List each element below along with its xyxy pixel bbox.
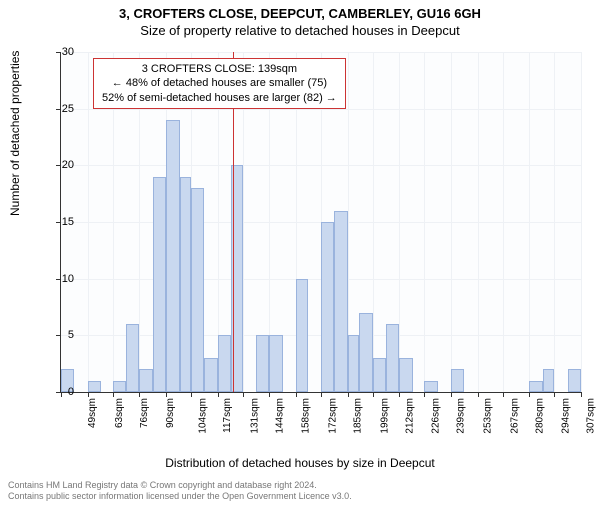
xtick-label: 131sqm <box>249 398 260 434</box>
histogram-bar <box>386 324 399 392</box>
xtick-mark <box>166 392 167 397</box>
annotation-box: 3 CROFTERS CLOSE: 139sqm← 48% of detache… <box>93 58 346 109</box>
xtick-mark <box>348 392 349 397</box>
histogram-bar <box>166 120 179 392</box>
ytick-label: 15 <box>46 216 74 228</box>
xtick-label: 307sqm <box>586 398 597 434</box>
xtick-mark <box>218 392 219 397</box>
footer-line1: Contains HM Land Registry data © Crown c… <box>8 480 352 491</box>
histogram-bar <box>88 381 101 392</box>
histogram-bar <box>334 211 347 392</box>
histogram-bar <box>269 335 282 392</box>
ytick-label: 0 <box>46 386 74 398</box>
xtick-mark <box>88 392 89 397</box>
xtick-label: 144sqm <box>274 398 285 434</box>
xtick-mark <box>503 392 504 397</box>
footer-line2: Contains public sector information licen… <box>8 491 352 502</box>
annotation-line2: ← 48% of detached houses are smaller (75… <box>102 76 337 90</box>
xtick-label: 267sqm <box>509 398 520 434</box>
xtick-mark <box>424 392 425 397</box>
xtick-mark <box>113 392 114 397</box>
annotation-line3: 52% of semi-detached houses are larger (… <box>102 91 337 105</box>
ytick-label: 25 <box>46 103 74 115</box>
xtick-label: 239sqm <box>456 398 467 434</box>
xtick-label: 212sqm <box>404 398 415 434</box>
xtick-label: 226sqm <box>431 398 442 434</box>
histogram-bar <box>191 188 204 392</box>
gridline-v <box>529 52 530 392</box>
gridline-v <box>424 52 425 392</box>
gridline-v <box>503 52 504 392</box>
xtick-mark <box>373 392 374 397</box>
y-axis-label: Number of detached properties <box>8 51 22 216</box>
xtick-mark <box>139 392 140 397</box>
ytick-label: 30 <box>46 46 74 58</box>
xtick-mark <box>451 392 452 397</box>
histogram-bar <box>256 335 269 392</box>
xtick-label: 49sqm <box>87 398 98 428</box>
histogram-bar <box>180 177 191 392</box>
xtick-label: 199sqm <box>379 398 390 434</box>
xtick-mark <box>529 392 530 397</box>
xtick-mark <box>269 392 270 397</box>
histogram-bar <box>568 369 581 392</box>
xtick-label: 280sqm <box>534 398 545 434</box>
xtick-mark <box>243 392 244 397</box>
histogram-bar <box>348 335 359 392</box>
x-axis-label: Distribution of detached houses by size … <box>0 456 600 470</box>
histogram-bar <box>451 369 464 392</box>
histogram-bar <box>373 358 386 392</box>
histogram-bar <box>321 222 334 392</box>
xtick-label: 185sqm <box>353 398 364 434</box>
xtick-mark <box>399 392 400 397</box>
histogram-bar <box>529 381 542 392</box>
xtick-label: 76sqm <box>139 398 150 428</box>
histogram-bar <box>218 335 231 392</box>
histogram-bar <box>153 177 166 392</box>
footer-attribution: Contains HM Land Registry data © Crown c… <box>8 480 352 502</box>
ytick-label: 10 <box>46 273 74 285</box>
chart-title-main: 3, CROFTERS CLOSE, DEEPCUT, CAMBERLEY, G… <box>0 6 600 21</box>
xtick-label: 172sqm <box>328 398 339 434</box>
histogram-bar <box>139 369 152 392</box>
histogram-bar <box>359 313 372 392</box>
histogram-bar <box>113 381 126 392</box>
xtick-mark <box>321 392 322 397</box>
xtick-label: 90sqm <box>165 398 176 428</box>
histogram-bar <box>399 358 412 392</box>
xtick-label: 253sqm <box>483 398 494 434</box>
ytick-label: 5 <box>46 329 74 341</box>
gridline-v <box>451 52 452 392</box>
xtick-mark <box>296 392 297 397</box>
histogram-bar <box>424 381 437 392</box>
xtick-label: 294sqm <box>561 398 572 434</box>
xtick-label: 158sqm <box>301 398 312 434</box>
xtick-mark <box>554 392 555 397</box>
xtick-mark <box>581 392 582 397</box>
histogram-bar <box>126 324 139 392</box>
chart-title-sub: Size of property relative to detached ho… <box>0 23 600 38</box>
ytick-label: 20 <box>46 159 74 171</box>
gridline-v <box>88 52 89 392</box>
xtick-label: 104sqm <box>198 398 209 434</box>
histogram-bar <box>296 279 307 392</box>
annotation-line1: 3 CROFTERS CLOSE: 139sqm <box>102 62 337 76</box>
xtick-mark <box>478 392 479 397</box>
histogram-bar <box>204 358 217 392</box>
gridline-v <box>478 52 479 392</box>
chart-area: 3 CROFTERS CLOSE: 139sqm← 48% of detache… <box>60 52 580 422</box>
xtick-mark <box>191 392 192 397</box>
plot-area: 3 CROFTERS CLOSE: 139sqm← 48% of detache… <box>60 52 581 393</box>
gridline-v <box>373 52 374 392</box>
gridline-v <box>399 52 400 392</box>
xtick-label: 117sqm <box>222 398 233 433</box>
gridline-v <box>581 52 582 392</box>
gridline-v <box>554 52 555 392</box>
histogram-bar <box>543 369 554 392</box>
xtick-label: 63sqm <box>114 398 125 428</box>
